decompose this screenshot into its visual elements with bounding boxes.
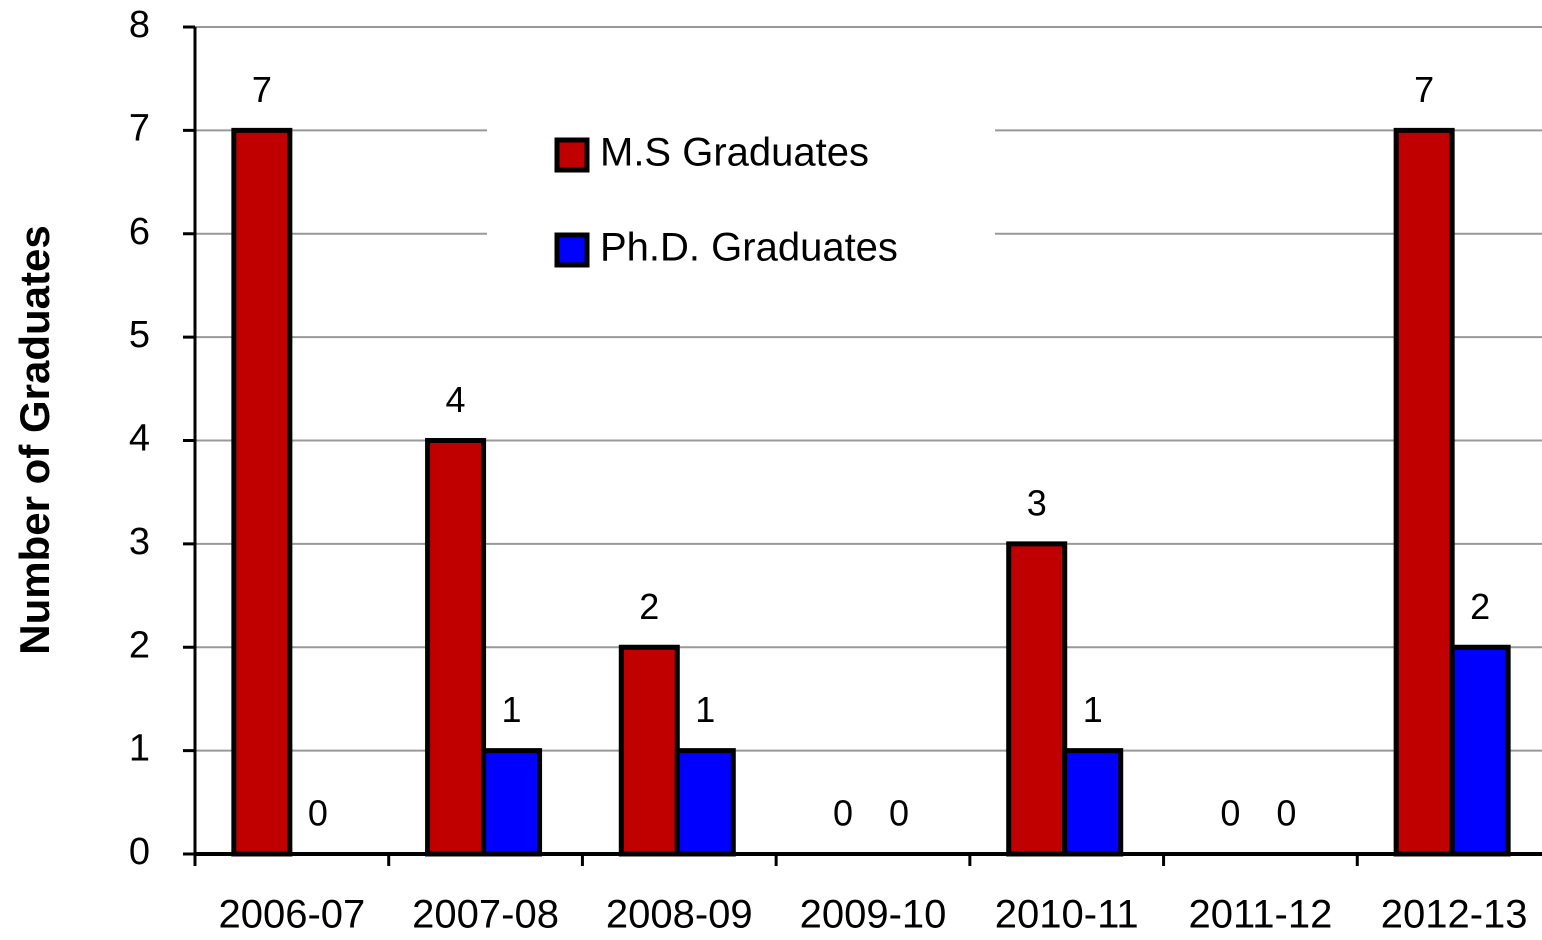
value-label: 0 bbox=[308, 793, 328, 834]
x-tick-label: 2009-10 bbox=[800, 893, 947, 937]
value-label: 0 bbox=[1220, 793, 1240, 834]
x-tick-label: 2008-09 bbox=[606, 893, 753, 937]
x-tick-label: 2012-13 bbox=[1381, 893, 1528, 937]
value-label: 0 bbox=[833, 793, 853, 834]
y-tick-label: 7 bbox=[129, 107, 150, 149]
bar bbox=[425, 438, 487, 857]
bar bbox=[1449, 644, 1511, 857]
bar bbox=[1062, 748, 1124, 857]
legend-label: Ph.D. Graduates bbox=[600, 226, 898, 270]
value-label: 0 bbox=[1276, 793, 1296, 834]
legend-swatch bbox=[554, 232, 590, 268]
value-label: 1 bbox=[1083, 689, 1103, 730]
value-label: 4 bbox=[446, 379, 466, 420]
value-label: 7 bbox=[252, 69, 272, 110]
value-label: 1 bbox=[695, 689, 715, 730]
y-tick-label: 0 bbox=[129, 831, 150, 873]
bar bbox=[481, 748, 543, 857]
y-tick-label: 5 bbox=[129, 314, 150, 356]
y-tick-label: 8 bbox=[129, 4, 150, 46]
value-label: 2 bbox=[639, 586, 659, 627]
value-label: 7 bbox=[1414, 69, 1434, 110]
y-tick-label: 4 bbox=[129, 418, 150, 460]
y-tick-label: 2 bbox=[129, 624, 150, 666]
x-tick-label: 2006-07 bbox=[218, 893, 365, 937]
x-tick-label: 2011-12 bbox=[1189, 893, 1333, 937]
y-tick-label: 6 bbox=[129, 211, 150, 253]
x-tick-label: 2007-08 bbox=[412, 893, 559, 937]
value-label: 3 bbox=[1027, 482, 1047, 523]
bar bbox=[618, 644, 680, 857]
bar bbox=[674, 748, 736, 857]
value-label: 0 bbox=[889, 793, 909, 834]
y-tick-label: 1 bbox=[129, 728, 150, 770]
y-axis-title: Number of Graduates bbox=[11, 225, 58, 654]
legend-label: M.S Graduates bbox=[600, 131, 869, 175]
bar bbox=[1006, 541, 1068, 857]
y-tick-label: 3 bbox=[129, 521, 150, 563]
bar bbox=[1393, 127, 1455, 857]
legend-swatch bbox=[554, 137, 590, 173]
x-tick-label: 2010-11 bbox=[995, 893, 1139, 937]
bar bbox=[231, 127, 293, 857]
value-label: 2 bbox=[1470, 586, 1490, 627]
value-label: 1 bbox=[502, 689, 522, 730]
